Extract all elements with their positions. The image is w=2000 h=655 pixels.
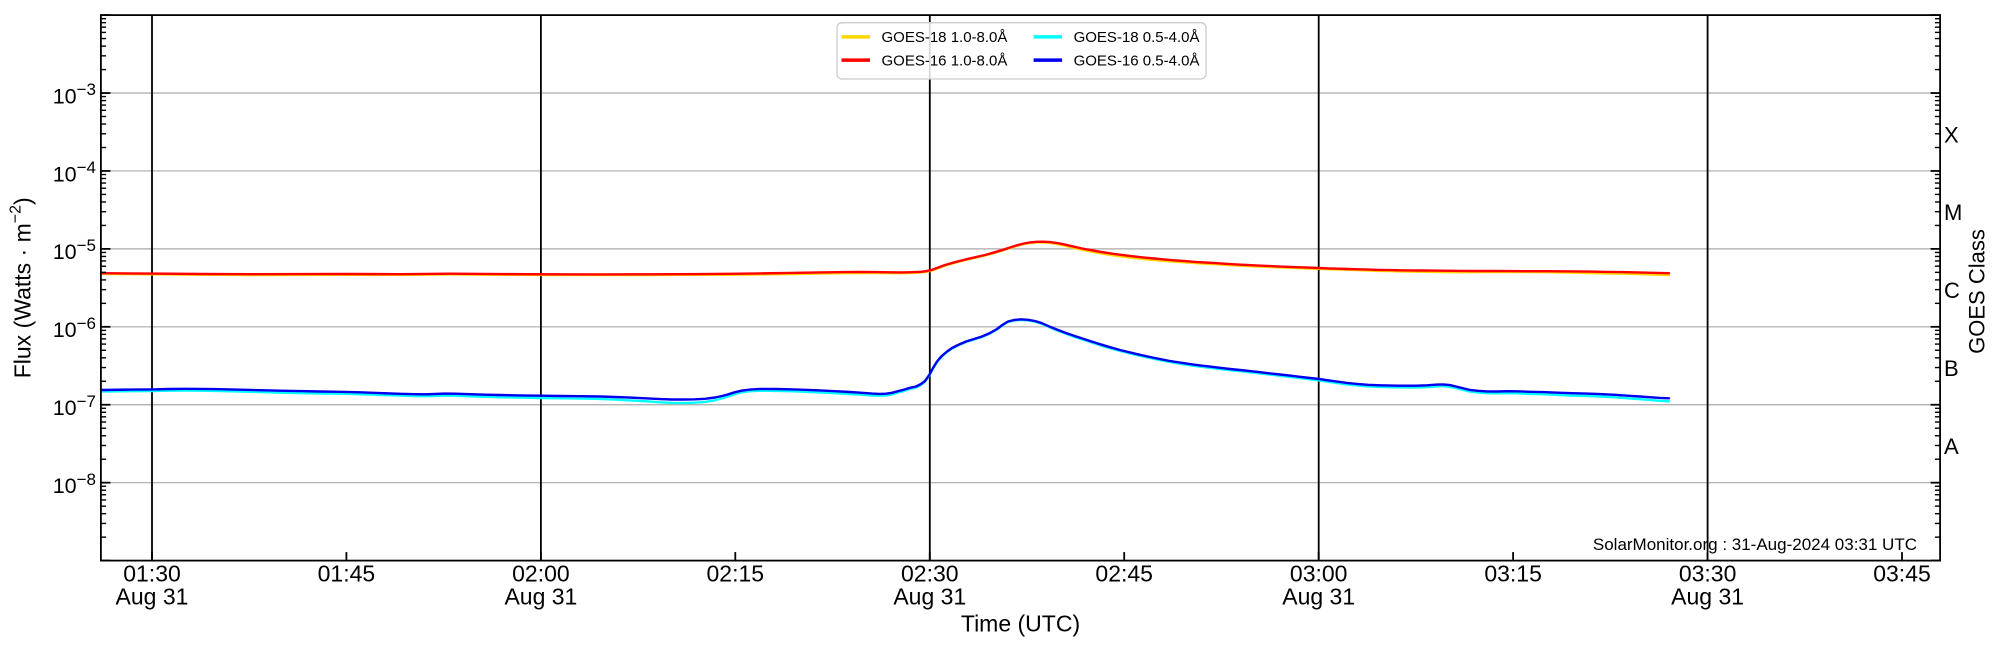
svg-text:A: A	[1944, 434, 1959, 459]
svg-text:B: B	[1944, 356, 1959, 381]
svg-text:GOES-18 1.0-8.0Å: GOES-18 1.0-8.0Å	[882, 29, 1008, 46]
svg-text:03:00: 03:00	[1290, 561, 1348, 587]
svg-text:Aug 31: Aug 31	[1282, 584, 1355, 610]
svg-text:GOES-16 1.0-8.0Å: GOES-16 1.0-8.0Å	[882, 52, 1008, 69]
svg-text:02:00: 02:00	[512, 561, 570, 587]
svg-text:GOES-18 0.5-4.0Å: GOES-18 0.5-4.0Å	[1074, 29, 1200, 46]
svg-text:03:30: 03:30	[1679, 561, 1737, 587]
svg-text:X: X	[1944, 122, 1959, 147]
svg-text:Time (UTC): Time (UTC)	[961, 611, 1080, 637]
svg-text:M: M	[1944, 200, 1962, 225]
svg-text:GOES Class: GOES Class	[1965, 229, 1990, 354]
svg-text:03:15: 03:15	[1484, 561, 1542, 587]
svg-text:02:15: 02:15	[707, 561, 765, 587]
svg-text:Aug 31: Aug 31	[893, 584, 966, 610]
svg-text:C: C	[1944, 278, 1960, 303]
svg-text:03:45: 03:45	[1873, 561, 1931, 587]
svg-text:Aug 31: Aug 31	[116, 584, 189, 610]
svg-text:SolarMonitor.org : 31-Aug-2024: SolarMonitor.org : 31-Aug-2024 03:31 UTC	[1593, 535, 1917, 554]
svg-text:Aug 31: Aug 31	[504, 584, 577, 610]
svg-text:Flux (Watts · m−2): Flux (Watts · m−2)	[8, 197, 36, 378]
svg-text:02:30: 02:30	[901, 561, 959, 587]
svg-text:01:30: 01:30	[123, 561, 181, 587]
svg-text:01:45: 01:45	[318, 561, 376, 587]
svg-text:10−7: 10−7	[53, 392, 96, 420]
svg-text:02:45: 02:45	[1095, 561, 1153, 587]
svg-text:GOES-16 0.5-4.0Å: GOES-16 0.5-4.0Å	[1074, 52, 1200, 69]
svg-text:Aug 31: Aug 31	[1671, 584, 1744, 610]
